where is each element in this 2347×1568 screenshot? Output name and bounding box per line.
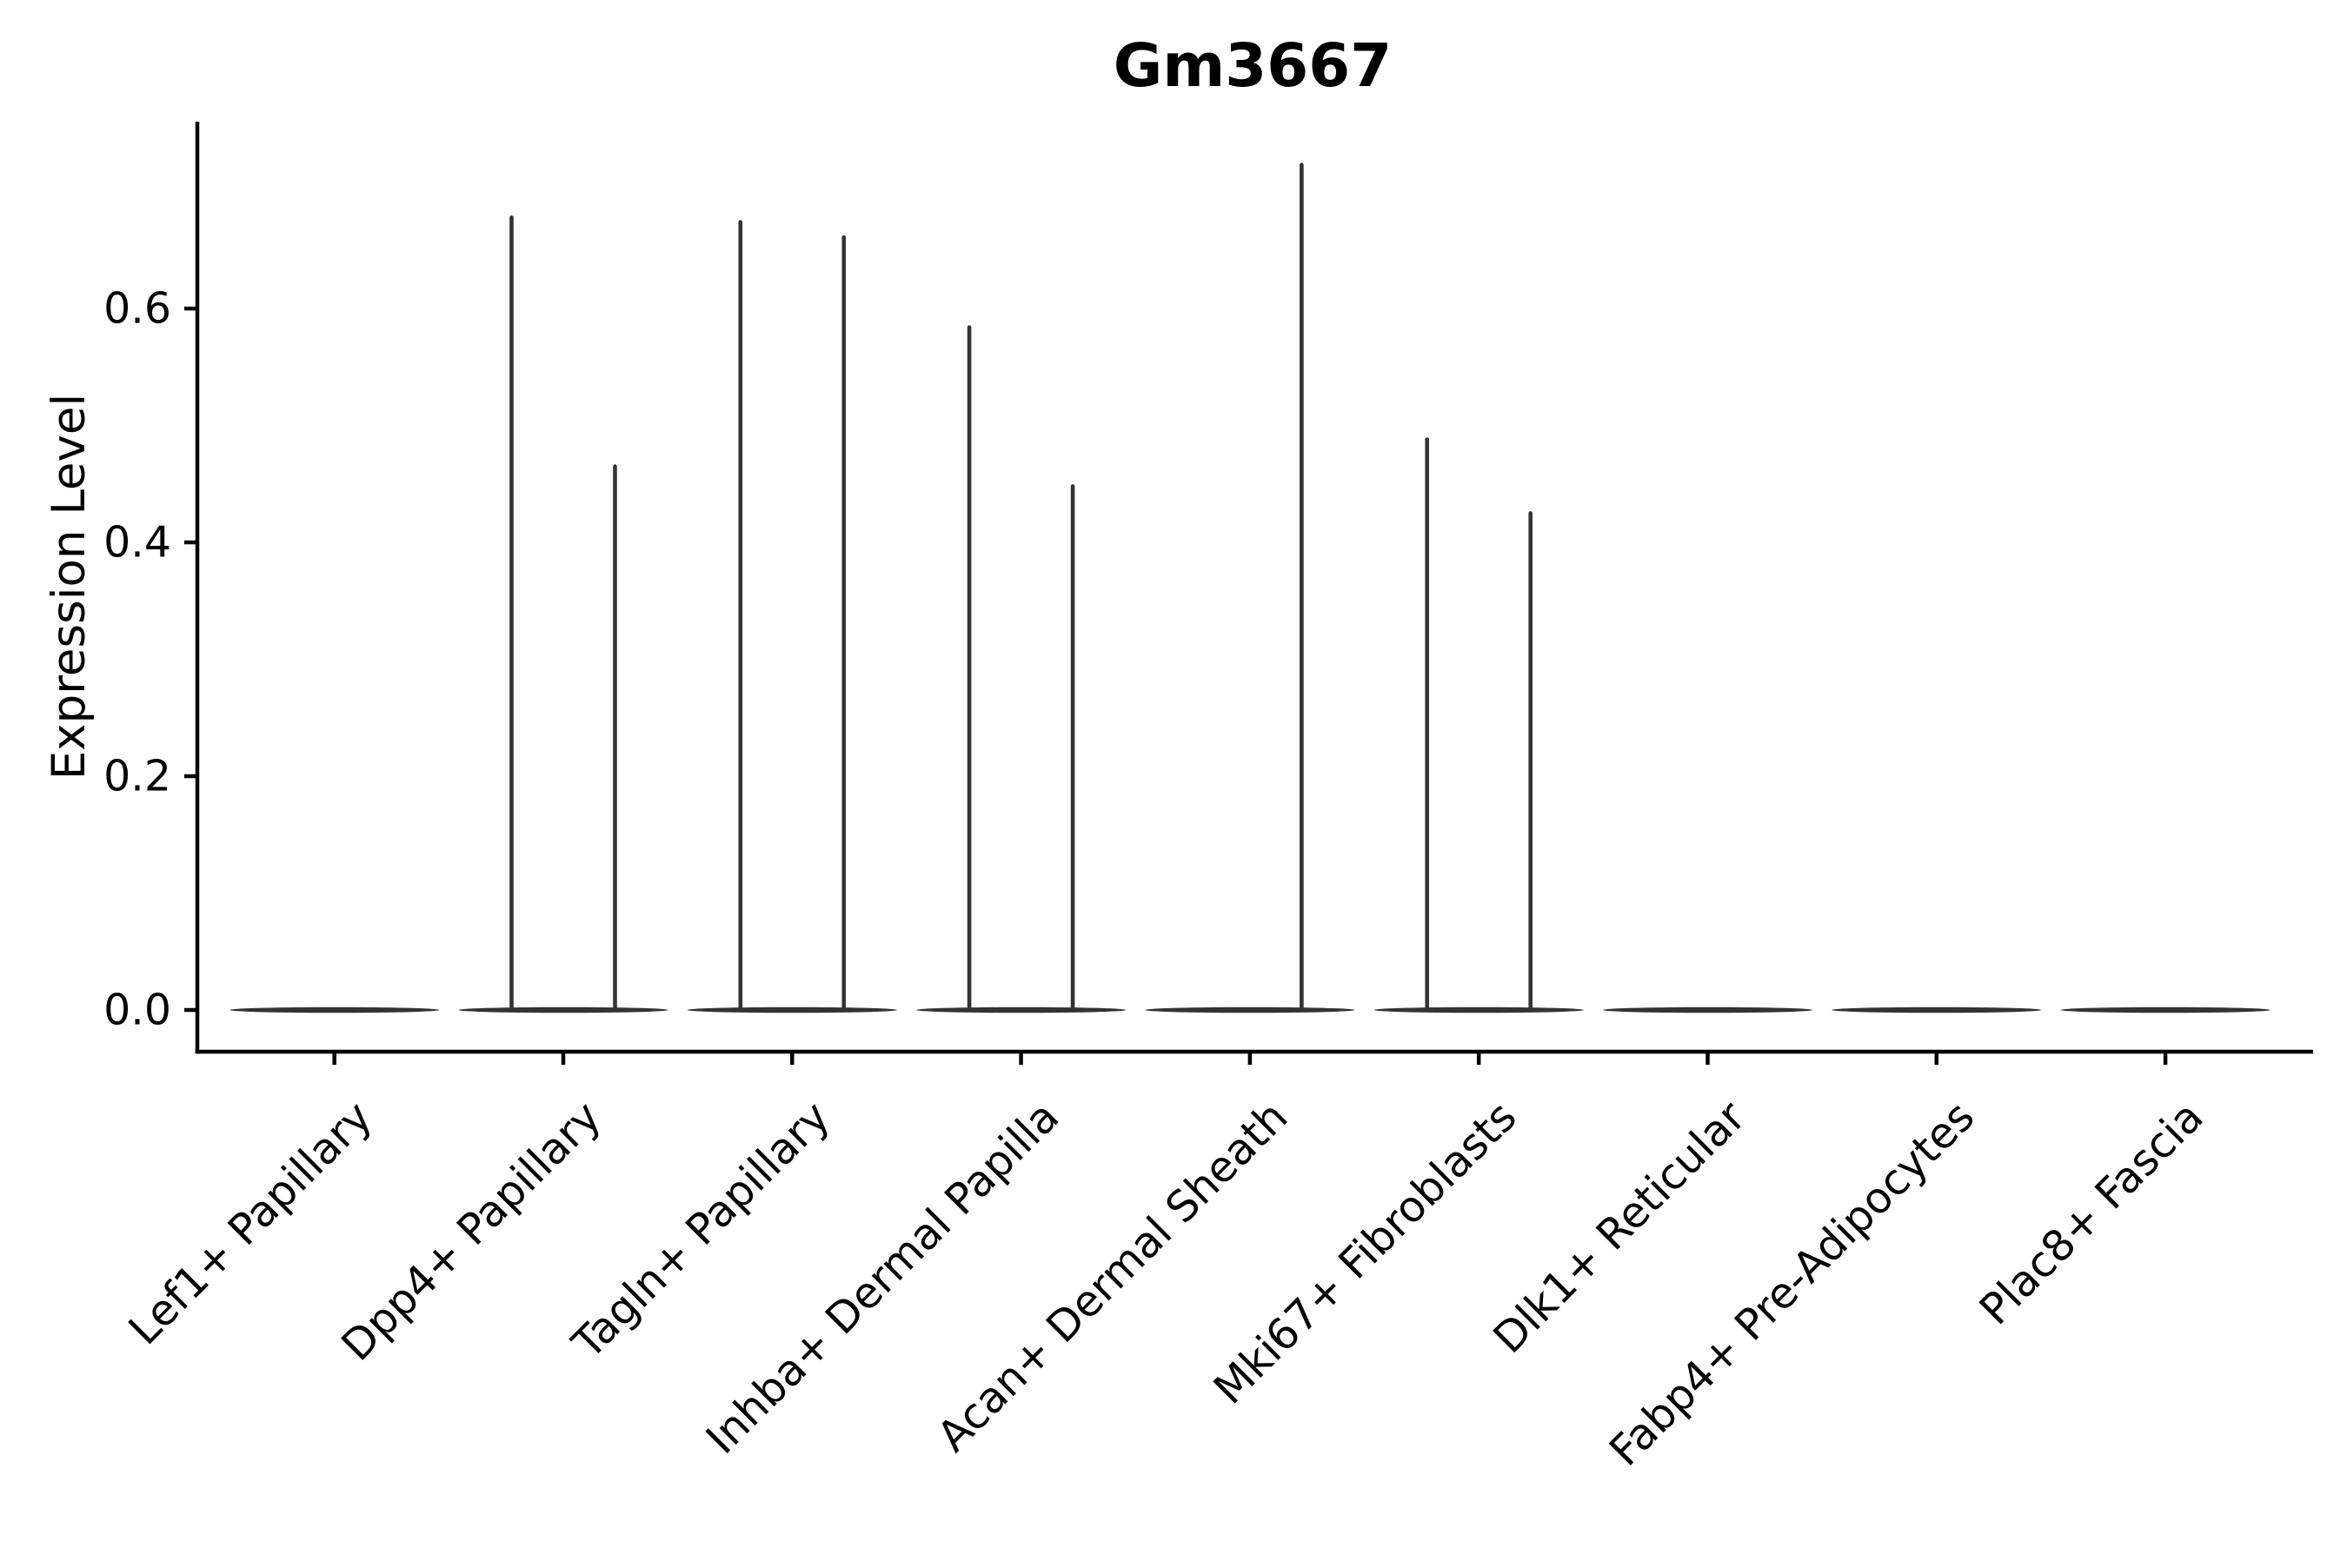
violin-body <box>1832 1007 2042 1013</box>
violin-body <box>687 1007 897 1013</box>
violin-body <box>1145 1007 1355 1013</box>
y-tick-label: 0.4 <box>103 518 171 568</box>
violin-body <box>1603 1007 1812 1013</box>
y-tick-label: 0.6 <box>103 284 171 334</box>
violin-0 <box>229 1007 440 1013</box>
violin-8 <box>2060 1007 2271 1013</box>
violin-body <box>2060 1007 2271 1013</box>
y-tick-label: 0.2 <box>103 752 171 801</box>
violin-body <box>1373 1007 1584 1013</box>
violin-body <box>229 1007 440 1013</box>
chart-title: Gm3667 <box>1114 31 1393 101</box>
violin-4 <box>1145 163 1355 1013</box>
y-axis-label: Expression Level <box>43 394 96 780</box>
violin-2 <box>687 220 897 1013</box>
violin-1 <box>458 215 668 1013</box>
violin-6 <box>1603 1007 1812 1013</box>
violin-body <box>916 1007 1127 1013</box>
violin-5 <box>1373 437 1584 1013</box>
violin-7 <box>1832 1007 2042 1013</box>
y-tick-label: 0.0 <box>103 986 171 1035</box>
violin-body <box>458 1007 668 1013</box>
violin-3 <box>916 325 1127 1013</box>
